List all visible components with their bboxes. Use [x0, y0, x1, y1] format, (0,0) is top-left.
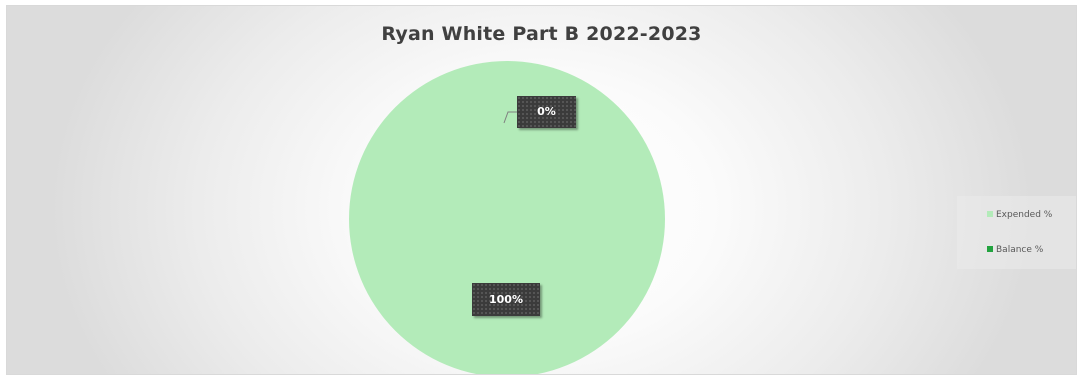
- legend-swatch-balance: [987, 245, 993, 252]
- chart-area: Ryan White Part B 2022-2023 0% 100% Expe…: [6, 5, 1077, 375]
- legend-swatch-expended: [987, 210, 993, 217]
- leader-line-balance: [503, 111, 517, 124]
- legend-item-expended[interactable]: Expended %: [987, 210, 1052, 220]
- pie-slice-expended[interactable]: [349, 61, 665, 375]
- pie-chart: [349, 61, 665, 375]
- legend: Expended % Balance %: [957, 196, 1076, 269]
- chart-title: Ryan White Part B 2022-2023: [381, 23, 702, 45]
- data-label-expended: 100%: [472, 283, 540, 316]
- data-label-balance: 0%: [517, 96, 576, 128]
- legend-label-expended: Expended %: [996, 210, 1053, 220]
- pie-slices: [349, 61, 665, 375]
- legend-label-balance: Balance %: [996, 245, 1044, 255]
- legend-item-balance[interactable]: Balance %: [987, 245, 1043, 255]
